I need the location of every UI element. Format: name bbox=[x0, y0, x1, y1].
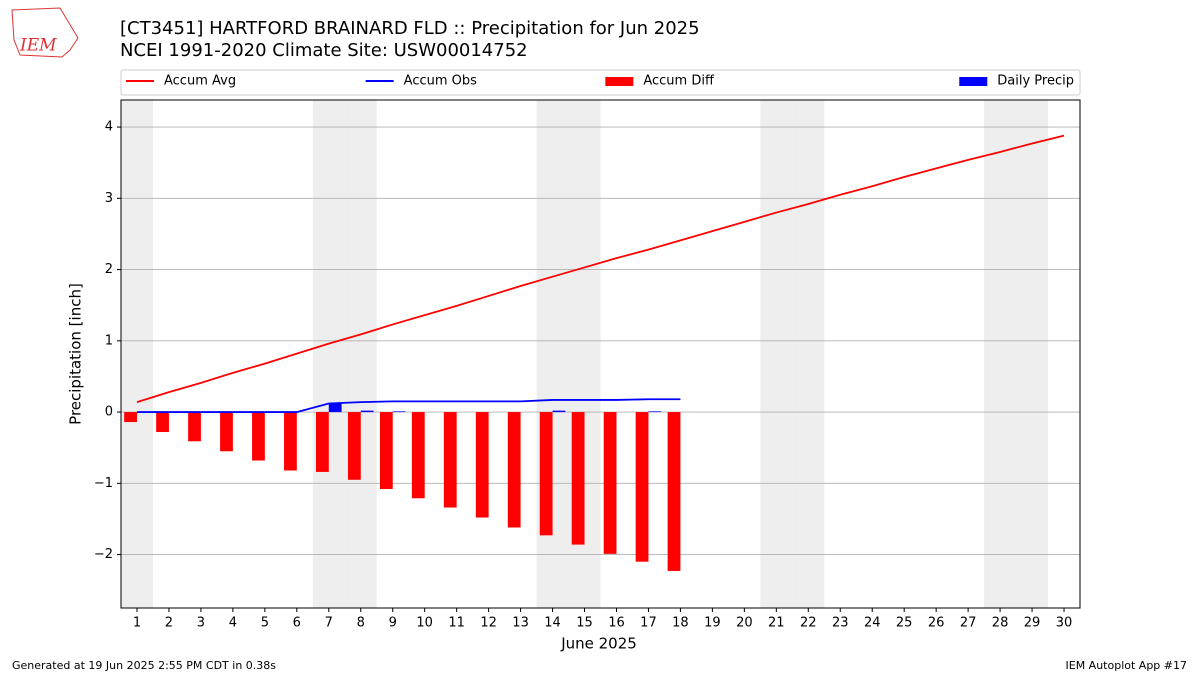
x-tick-label: 30 bbox=[1056, 616, 1073, 631]
bar bbox=[648, 411, 662, 413]
bar bbox=[552, 410, 566, 413]
chart-title: [CT3451] HARTFORD BRAINARD FLD :: Precip… bbox=[120, 18, 700, 39]
weekend-band bbox=[1016, 100, 1049, 608]
weekend-band bbox=[312, 100, 345, 608]
x-tick-label: 7 bbox=[325, 616, 333, 631]
x-tick-label: 26 bbox=[928, 616, 945, 631]
footer-right: IEM Autoplot App #17 bbox=[1066, 659, 1188, 672]
bar bbox=[539, 412, 553, 536]
bar bbox=[328, 403, 342, 413]
legend-swatch bbox=[959, 77, 988, 86]
x-tick-label: 9 bbox=[389, 616, 397, 631]
logo: IEM bbox=[11, 7, 79, 58]
weekend-band bbox=[121, 100, 153, 608]
x-tick-label: 1 bbox=[133, 616, 141, 631]
footer-left: Generated at 19 Jun 2025 2:55 PM CDT in … bbox=[12, 659, 276, 672]
legend-label: Accum Avg bbox=[164, 74, 236, 89]
weekend-band bbox=[792, 100, 825, 608]
bar bbox=[252, 412, 265, 461]
x-tick-label: 3 bbox=[197, 616, 205, 631]
x-tick-label: 14 bbox=[544, 616, 561, 631]
x-tick-label: 16 bbox=[608, 616, 625, 631]
bar bbox=[379, 412, 393, 490]
line bbox=[136, 398, 681, 413]
bar bbox=[188, 412, 201, 442]
x-tick-label: 27 bbox=[960, 616, 977, 631]
plot-frame bbox=[120, 99, 1081, 609]
x-tick-label: 28 bbox=[992, 616, 1009, 631]
bar bbox=[635, 412, 649, 562]
x-tick-label: 2 bbox=[165, 616, 173, 631]
bar bbox=[507, 412, 521, 528]
y-tick-label: 3 bbox=[105, 191, 113, 206]
legend-swatch bbox=[605, 77, 634, 86]
x-tick-label: 19 bbox=[704, 616, 721, 631]
x-tick-label: 17 bbox=[640, 616, 657, 631]
weekend-band bbox=[760, 100, 793, 608]
bar bbox=[392, 411, 406, 413]
bar bbox=[571, 412, 585, 545]
x-tick-label: 5 bbox=[261, 616, 269, 631]
x-tick-label: 23 bbox=[832, 616, 849, 631]
logo-outline bbox=[11, 7, 79, 58]
x-tick-label: 18 bbox=[672, 616, 689, 631]
y-tick-label: −1 bbox=[94, 476, 113, 491]
bar bbox=[475, 412, 489, 518]
y-tick-label: 2 bbox=[105, 262, 113, 277]
y-tick-label: 4 bbox=[105, 120, 113, 135]
bar bbox=[347, 412, 361, 480]
x-tick-label: 21 bbox=[768, 616, 785, 631]
x-tick-label: 29 bbox=[1024, 616, 1041, 631]
bar bbox=[284, 412, 297, 471]
bar bbox=[220, 412, 233, 452]
y-axis-label: Precipitation [inch] bbox=[67, 283, 85, 425]
x-tick-label: 8 bbox=[357, 616, 365, 631]
legend-label: Daily Precip bbox=[997, 74, 1074, 89]
x-tick-label: 10 bbox=[416, 616, 433, 631]
line bbox=[136, 134, 1065, 403]
x-tick-label: 15 bbox=[576, 616, 593, 631]
x-tick-label: 25 bbox=[896, 616, 913, 631]
bar bbox=[667, 412, 681, 571]
bar bbox=[360, 410, 374, 413]
legend-label: Accum Diff bbox=[643, 74, 715, 89]
bar bbox=[124, 412, 137, 423]
x-tick-label: 24 bbox=[864, 616, 881, 631]
weekend-band bbox=[344, 100, 377, 608]
bar bbox=[315, 412, 329, 472]
chart-subtitle: NCEI 1991-2020 Climate Site: USW00014752 bbox=[120, 40, 528, 61]
x-tick-label: 4 bbox=[229, 616, 237, 631]
legend-label: Accum Obs bbox=[404, 74, 477, 89]
bar bbox=[156, 412, 169, 433]
x-tick-label: 13 bbox=[512, 616, 529, 631]
bar bbox=[443, 412, 457, 508]
x-tick-label: 20 bbox=[736, 616, 753, 631]
y-tick-label: −2 bbox=[94, 547, 113, 562]
legend-box bbox=[120, 69, 1081, 96]
logo-text: IEM bbox=[19, 36, 57, 56]
y-tick-label: 0 bbox=[105, 405, 113, 420]
weekend-band bbox=[984, 100, 1017, 608]
x-tick-label: 22 bbox=[800, 616, 817, 631]
y-tick-label: 1 bbox=[105, 333, 113, 348]
x-axis-label: June 2025 bbox=[560, 635, 637, 653]
bar bbox=[411, 412, 425, 499]
x-tick-label: 12 bbox=[480, 616, 497, 631]
bar bbox=[603, 412, 617, 554]
x-tick-label: 11 bbox=[448, 616, 465, 631]
x-tick-label: 6 bbox=[293, 616, 301, 631]
